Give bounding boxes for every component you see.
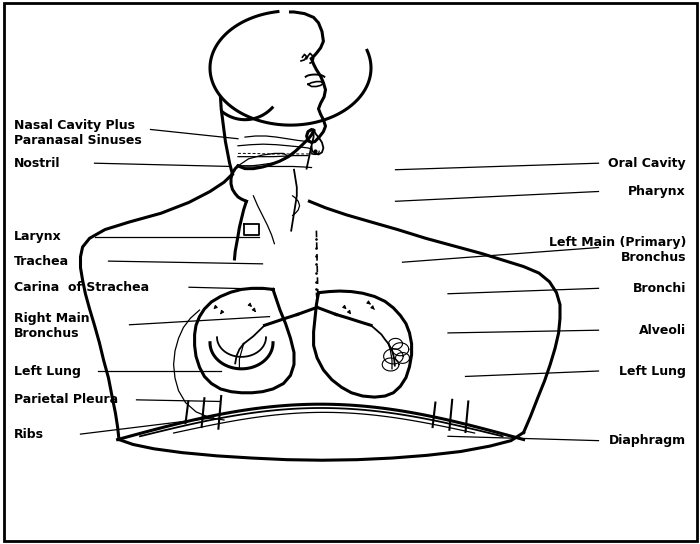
Text: Larynx: Larynx [14, 230, 62, 243]
Text: Ribs: Ribs [14, 428, 44, 441]
FancyBboxPatch shape [4, 3, 696, 541]
Text: Nasal Cavity Plus
Paranasal Sinuses: Nasal Cavity Plus Paranasal Sinuses [14, 119, 141, 147]
Text: Bronchi: Bronchi [633, 282, 686, 295]
Text: Diaphragm: Diaphragm [609, 434, 686, 447]
Text: Left Lung: Left Lung [14, 364, 81, 378]
Text: Trachea: Trachea [14, 255, 69, 268]
Text: Parietal Pleura: Parietal Pleura [14, 393, 118, 406]
Text: Oral Cavity: Oral Cavity [608, 157, 686, 170]
Text: Nostril: Nostril [14, 157, 60, 170]
Text: Alveoli: Alveoli [639, 324, 686, 337]
Text: Carina  of Strachea: Carina of Strachea [14, 281, 149, 294]
Text: Pharynx: Pharynx [629, 185, 686, 198]
Text: Left Main (Primary)
Bronchus: Left Main (Primary) Bronchus [549, 236, 686, 264]
Text: Left Lung: Left Lung [619, 364, 686, 378]
Text: Right Main
Bronchus: Right Main Bronchus [14, 312, 90, 341]
